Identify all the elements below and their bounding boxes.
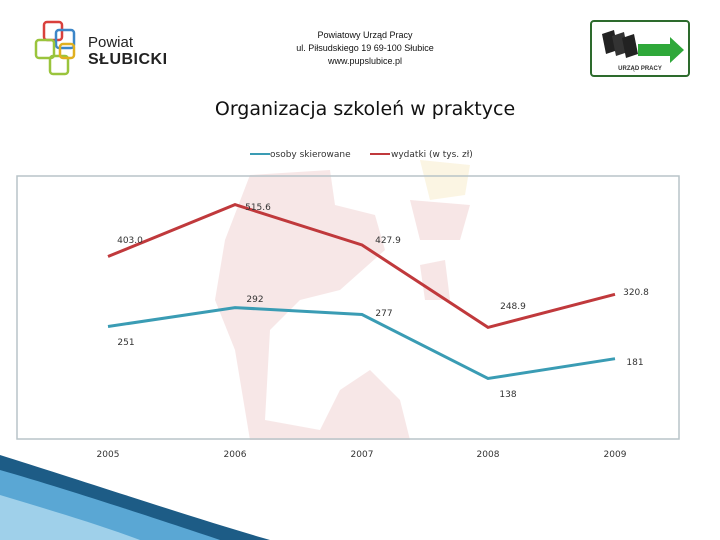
decorative-swoosh xyxy=(0,455,270,540)
urzad-pracy-logo: URZĄD PRACY xyxy=(590,20,690,77)
data-label: 427.9 xyxy=(375,236,401,246)
x-tick-label: 2006 xyxy=(224,450,247,460)
data-label: 320.8 xyxy=(623,288,649,298)
office-name: Powiatowy Urząd Pracy xyxy=(317,30,413,40)
urzad-pracy-label: URZĄD PRACY xyxy=(618,66,662,72)
background-map xyxy=(215,160,470,440)
data-label: 251 xyxy=(117,338,134,348)
office-address: ul. Piłsudskiego 19 69-100 Słubice xyxy=(296,43,434,53)
legend-label-series-1: osoby skierowane xyxy=(270,150,351,160)
powiat-logo-icon xyxy=(34,20,76,76)
urzad-pracy-arrow-icon xyxy=(602,30,684,63)
plot-area xyxy=(16,175,680,440)
brand-line2: SŁUBICKI xyxy=(88,51,168,68)
x-tick-label: 2005 xyxy=(97,450,120,460)
x-axis-labels: 2005 2006 2007 2008 2009 xyxy=(97,450,627,460)
chart-title: Organizacja szkoleń w praktyce xyxy=(214,98,516,120)
brand-line1: Powiat xyxy=(88,34,134,51)
data-label: 292 xyxy=(246,295,263,305)
data-labels-wydatki: 403.0 515.6 427.9 248.9 320.8 xyxy=(117,203,649,312)
data-label: 403.0 xyxy=(117,236,143,246)
series-line-osoby-skierowane xyxy=(107,306,616,381)
legend: osoby skierowane wydatki (w tys. zł) xyxy=(250,150,473,160)
x-tick-label: 2009 xyxy=(604,450,627,460)
series-line-wydatki xyxy=(107,203,616,330)
data-labels-osoby-skierowane: 251 292 277 138 181 xyxy=(117,295,643,400)
legend-label-series-2: wydatki (w tys. zł) xyxy=(391,150,473,160)
data-label: 138 xyxy=(499,390,516,400)
data-label: 515.6 xyxy=(245,203,271,213)
data-label: 181 xyxy=(626,358,643,368)
x-tick-label: 2007 xyxy=(351,450,374,460)
data-label: 277 xyxy=(375,309,392,319)
office-info: Powiatowy Urząd Pracy ul. Piłsudskiego 1… xyxy=(270,29,460,68)
powiat-logo xyxy=(30,16,170,80)
data-label: 248.9 xyxy=(500,302,526,312)
x-tick-label: 2008 xyxy=(477,450,500,460)
office-www: www.pupslubice.pl xyxy=(327,56,403,66)
